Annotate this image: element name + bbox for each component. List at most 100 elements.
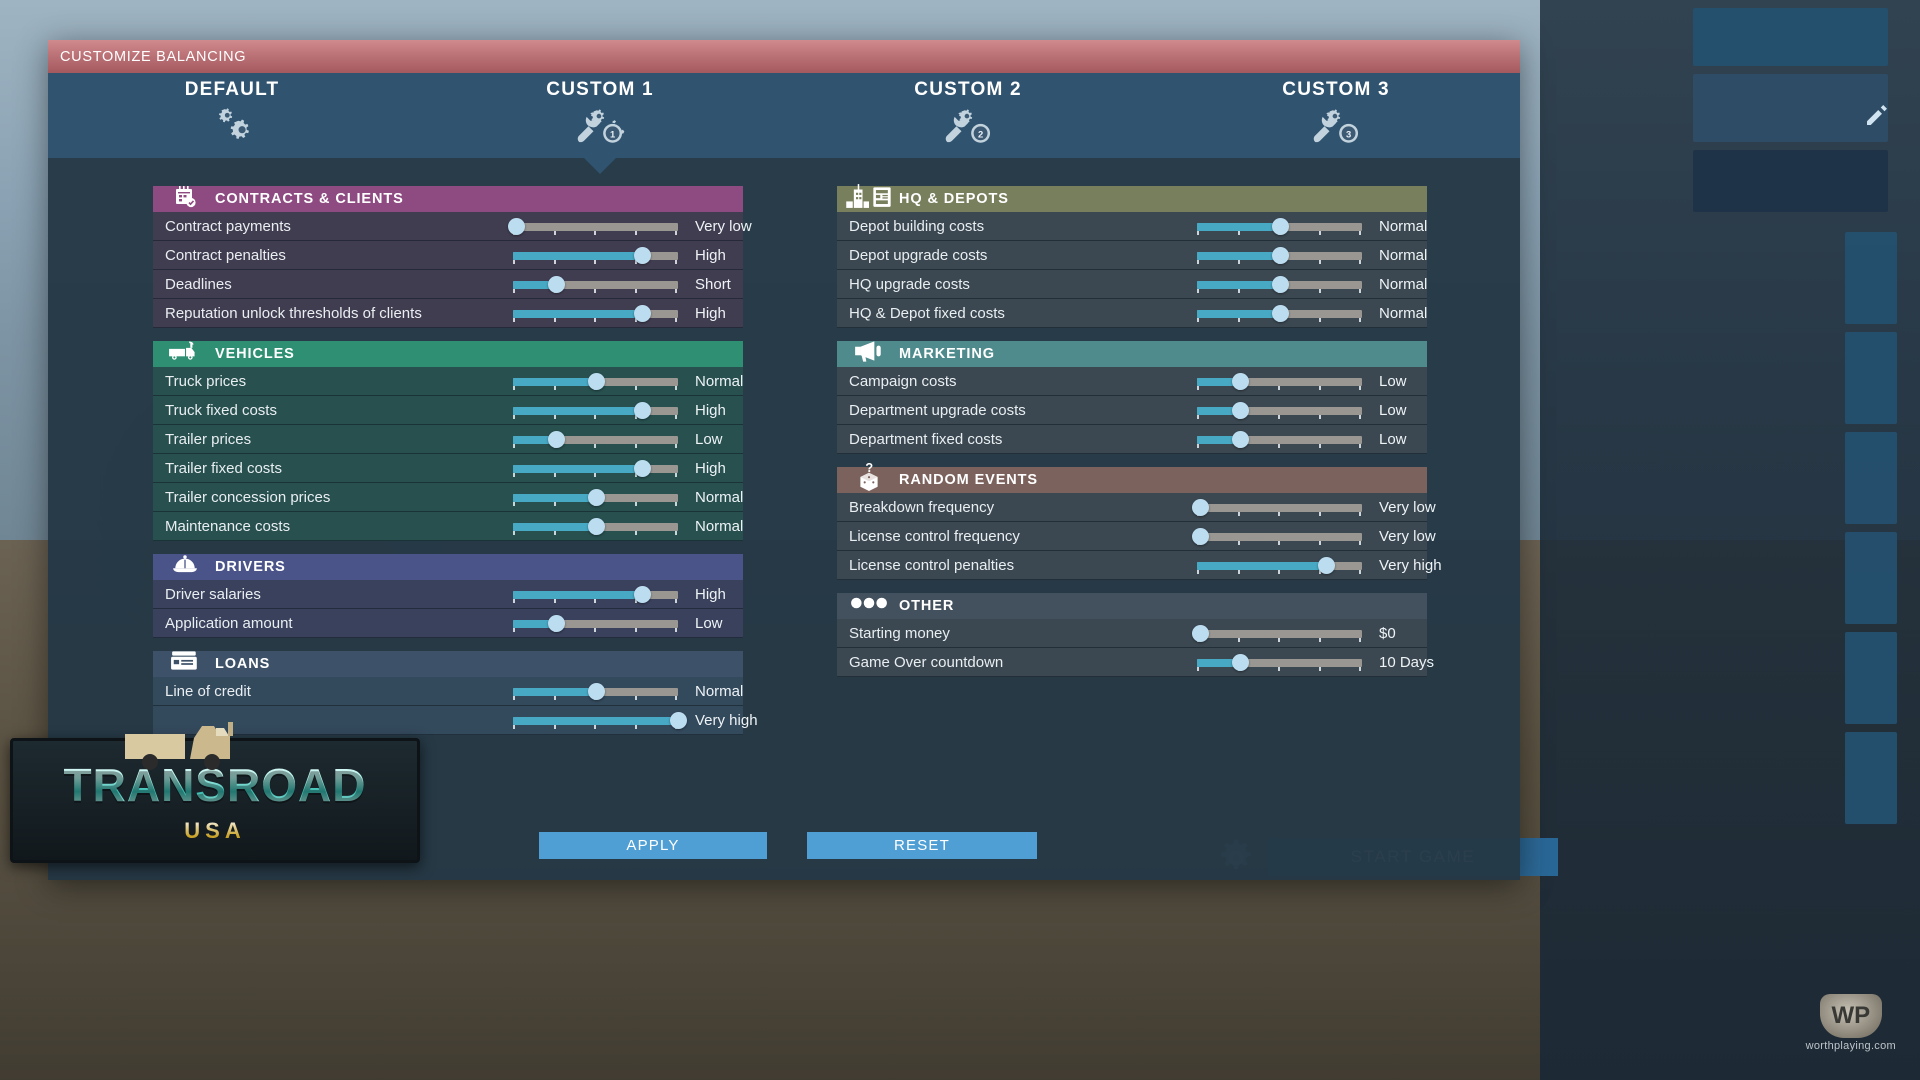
slider[interactable] <box>513 402 678 419</box>
setting-row[interactable]: Maintenance costs Normal <box>153 512 743 541</box>
slider-knob[interactable] <box>1192 528 1210 545</box>
tab-label: DEFAULT <box>184 79 280 100</box>
slider[interactable] <box>513 615 678 632</box>
slider-knob[interactable] <box>547 431 565 448</box>
slider-knob[interactable] <box>587 683 605 700</box>
tab-default[interactable]: DEFAULT <box>48 73 416 158</box>
slider[interactable] <box>1192 528 1362 545</box>
tab-custom-1[interactable]: CUSTOM 1 1 <box>416 73 784 158</box>
setting-row[interactable]: Trailer fixed costs High <box>153 454 743 483</box>
slider-knob[interactable] <box>633 460 651 477</box>
slider-track[interactable] <box>1197 659 1362 667</box>
slider[interactable] <box>513 586 678 603</box>
setting-row[interactable]: Contract payments Very low <box>153 212 752 241</box>
slider-track[interactable] <box>513 281 678 289</box>
setting-row[interactable]: Campaign costs Low <box>837 367 1427 396</box>
setting-row[interactable]: Driver salaries High <box>153 580 743 609</box>
slider[interactable] <box>1192 625 1362 642</box>
slider-knob[interactable] <box>1192 499 1210 516</box>
slider-track[interactable] <box>1197 504 1362 512</box>
slider-track[interactable] <box>513 223 678 231</box>
setting-row[interactable]: Game Over countdown 10 Days <box>837 648 1434 677</box>
slider-knob[interactable] <box>587 489 605 506</box>
slider[interactable] <box>513 431 678 448</box>
slider-knob[interactable] <box>633 247 651 264</box>
slider-knob[interactable] <box>1231 654 1249 671</box>
slider[interactable] <box>1197 431 1362 448</box>
slider-knob[interactable] <box>1231 402 1249 419</box>
setting-row[interactable]: Trailer prices Low <box>153 425 743 454</box>
setting-row[interactable]: Reputation unlock thresholds of clients … <box>153 299 743 328</box>
slider[interactable] <box>513 247 678 264</box>
slider-knob[interactable] <box>508 218 526 235</box>
tab-custom-2[interactable]: CUSTOM 2 2 <box>784 73 1152 158</box>
slider[interactable] <box>513 712 687 729</box>
slider[interactable] <box>1197 276 1362 293</box>
slider[interactable] <box>508 218 678 235</box>
slider-track[interactable] <box>513 436 678 444</box>
setting-row[interactable]: HQ upgrade costs Normal <box>837 270 1427 299</box>
slider[interactable] <box>513 518 678 535</box>
setting-row[interactable]: Starting money $0 <box>837 619 1427 648</box>
setting-row[interactable]: Contract penalties High <box>153 241 743 270</box>
setting-row[interactable]: Very high <box>153 706 758 735</box>
setting-row[interactable]: Depot upgrade costs Normal <box>837 241 1427 270</box>
setting-row[interactable]: License control frequency Very low <box>837 522 1436 551</box>
setting-row[interactable]: Depot building costs Normal <box>837 212 1427 241</box>
slider[interactable] <box>1197 402 1362 419</box>
slider-track[interactable] <box>1197 533 1362 541</box>
tab-custom-3[interactable]: CUSTOM 3 3 <box>1152 73 1520 158</box>
slider-tick <box>513 415 515 419</box>
slider-knob[interactable] <box>547 615 565 632</box>
setting-row[interactable]: Department fixed costs Low <box>837 425 1427 454</box>
slider-knob[interactable] <box>670 712 687 729</box>
slider-knob[interactable] <box>1192 625 1210 642</box>
slider[interactable] <box>513 683 678 700</box>
slider-knob[interactable] <box>547 276 565 293</box>
slider[interactable] <box>1197 373 1362 390</box>
setting-row[interactable]: Application amount Low <box>153 609 743 638</box>
slider-track[interactable] <box>1197 630 1362 638</box>
slider[interactable] <box>1197 218 1362 235</box>
setting-row[interactable]: Breakdown frequency Very low <box>837 493 1436 522</box>
setting-row[interactable]: Trailer concession prices Normal <box>153 483 743 512</box>
slider[interactable] <box>513 276 678 293</box>
slider[interactable] <box>1197 247 1362 264</box>
slider-track[interactable] <box>1197 378 1362 386</box>
background-panel-box <box>1845 532 1897 624</box>
slider[interactable] <box>1192 499 1362 516</box>
slider[interactable] <box>513 373 678 390</box>
slider-knob[interactable] <box>1317 557 1335 574</box>
slider-track[interactable] <box>1197 436 1362 444</box>
slider-knob[interactable] <box>1271 247 1289 264</box>
setting-row[interactable]: HQ & Depot fixed costs Normal <box>837 299 1427 328</box>
slider[interactable] <box>1197 557 1362 574</box>
slider-knob[interactable] <box>1231 431 1249 448</box>
slider-knob[interactable] <box>1231 373 1249 390</box>
slider[interactable] <box>513 489 678 506</box>
slider-knob[interactable] <box>587 373 605 390</box>
setting-row[interactable]: Line of credit Normal <box>153 677 743 706</box>
setting-row[interactable]: License control penalties Very high <box>837 551 1442 580</box>
slider-knob[interactable] <box>1271 305 1289 322</box>
reset-button[interactable]: RESET <box>807 832 1037 859</box>
slider-knob[interactable] <box>633 305 651 322</box>
slider-track[interactable] <box>1197 407 1362 415</box>
slider-knob[interactable] <box>587 518 605 535</box>
slider-knob[interactable] <box>633 402 651 419</box>
slider[interactable] <box>513 460 678 477</box>
slider[interactable] <box>1197 654 1362 671</box>
setting-row[interactable]: Deadlines Short <box>153 270 743 299</box>
slider-tick <box>1318 638 1321 642</box>
slider-knob[interactable] <box>1271 218 1289 235</box>
slider[interactable] <box>513 305 678 322</box>
setting-row[interactable]: Truck fixed costs High <box>153 396 743 425</box>
slider-track[interactable] <box>513 620 678 628</box>
setting-row[interactable]: Truck prices Normal <box>153 367 743 396</box>
slider[interactable] <box>1197 305 1362 322</box>
slider-knob[interactable] <box>1271 276 1289 293</box>
slider-knob[interactable] <box>633 586 651 603</box>
apply-button[interactable]: APPLY <box>539 832 767 859</box>
settings-left-column: CONTRACTS & CLIENTS Contract payments Ve… <box>153 186 758 748</box>
setting-row[interactable]: Department upgrade costs Low <box>837 396 1427 425</box>
